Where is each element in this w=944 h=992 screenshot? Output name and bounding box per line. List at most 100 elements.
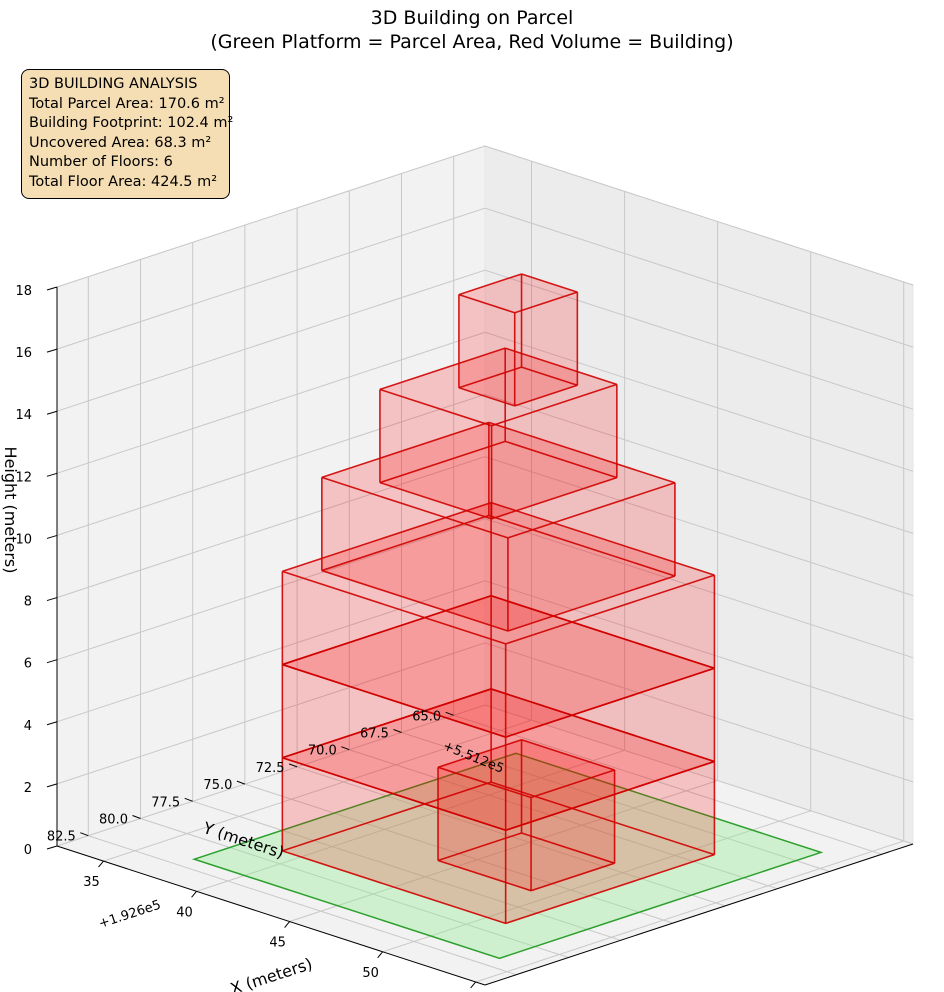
building-face — [505, 348, 617, 478]
z-tick — [46, 721, 58, 726]
z-tick-label: 8 — [24, 595, 32, 610]
z-tick — [46, 783, 58, 788]
building-face — [282, 688, 715, 831]
building-edge — [321, 569, 509, 632]
info-floor-count: Number of Floors: 6 — [29, 154, 173, 171]
building-face — [491, 595, 715, 762]
building-face — [321, 422, 675, 538]
building-face — [379, 348, 617, 426]
analysis-info-box: 3D BUILDING ANALYSIS Total Parcel Area: … — [21, 69, 234, 199]
building-edge — [282, 663, 506, 738]
building-face — [491, 502, 715, 669]
building-edge — [505, 574, 715, 645]
building-face — [438, 739, 522, 861]
z-tick — [46, 597, 58, 602]
building-face — [507, 482, 675, 631]
y-tick-label: 75.0 — [203, 778, 232, 793]
z-gridline — [56, 145, 914, 288]
building-edge — [282, 756, 506, 832]
building-edge — [437, 859, 532, 892]
building-face — [438, 739, 615, 798]
building-face — [282, 664, 506, 831]
building-edge — [282, 570, 506, 645]
z-tick-label: 6 — [24, 657, 32, 672]
building-face — [379, 348, 506, 483]
building-edge — [521, 832, 615, 864]
building-block — [458, 274, 578, 406]
building-face — [282, 502, 715, 644]
z-gridline — [56, 704, 914, 847]
building-edge — [505, 853, 715, 925]
y-tick — [341, 746, 350, 751]
z-tick — [46, 286, 58, 291]
building-edge — [282, 501, 492, 573]
y-tick — [393, 729, 402, 733]
z-tick-label: 12 — [15, 470, 32, 485]
building-face — [531, 770, 615, 891]
building-edges — [281, 273, 716, 925]
z-tick-label: 10 — [15, 532, 32, 547]
building-edge — [282, 781, 492, 852]
y-tick — [132, 815, 141, 819]
building-face — [282, 571, 506, 738]
z-tick-label: 18 — [15, 284, 32, 299]
z-tick-label: 2 — [24, 781, 32, 796]
info-parcel-area: Total Parcel Area: 170.6 m² — [29, 95, 225, 112]
building-edge — [490, 781, 715, 856]
building-edge — [521, 366, 578, 387]
z-gridline — [56, 518, 914, 661]
building-block — [282, 502, 715, 738]
info-building-footprint: Building Footprint: 102.4 m² — [29, 115, 234, 132]
building-edge — [491, 476, 618, 520]
building-edge — [282, 688, 492, 759]
building-face — [321, 422, 489, 571]
y-tick-label: 80.0 — [99, 812, 128, 827]
axis-lines — [56, 287, 914, 986]
info-uncovered-area: Uncovered Area: 68.3 m² — [29, 134, 212, 151]
building-edge — [379, 347, 506, 391]
building-block — [282, 688, 715, 924]
z-tick — [46, 410, 58, 415]
building-block — [282, 595, 715, 831]
z-gridline — [56, 580, 914, 723]
building-edge — [379, 481, 492, 520]
building-face — [505, 575, 715, 738]
building-face — [491, 384, 617, 519]
building-edge — [490, 595, 715, 670]
z-gridline — [56, 456, 914, 599]
building-edge — [379, 388, 492, 427]
axes-grid — [56, 145, 914, 983]
building-face — [282, 688, 492, 851]
building-edge — [437, 832, 522, 862]
building-face — [282, 595, 715, 738]
building-block — [379, 348, 617, 519]
building-face — [438, 833, 615, 891]
x-axis-line — [56, 845, 486, 986]
z-gridline — [56, 269, 914, 412]
building-face — [282, 757, 506, 924]
building-face — [282, 502, 492, 665]
building-edge — [437, 739, 522, 769]
z-gridline — [56, 207, 914, 350]
building-edge — [321, 476, 509, 539]
z-gridline — [56, 393, 914, 536]
building-edge — [490, 688, 715, 763]
z-tick-label: 14 — [15, 408, 32, 423]
building-edge — [505, 667, 715, 738]
building-edge — [458, 387, 515, 407]
z-tick — [46, 472, 58, 477]
building-edge — [504, 440, 618, 479]
building-face — [282, 688, 715, 831]
building-edge — [521, 273, 578, 293]
building-edge — [530, 769, 615, 799]
building-edge — [488, 514, 676, 577]
z-tick — [46, 348, 58, 353]
axis-ticks: 354045505565.067.570.072.575.077.580.082… — [15, 284, 477, 989]
y-tick — [184, 797, 193, 802]
building-edge — [530, 862, 615, 892]
x-tick — [98, 860, 104, 868]
building-face — [491, 688, 715, 855]
building-edge — [282, 595, 492, 666]
y-tick-label: 65.0 — [412, 709, 441, 724]
plot-marks — [191, 273, 824, 960]
